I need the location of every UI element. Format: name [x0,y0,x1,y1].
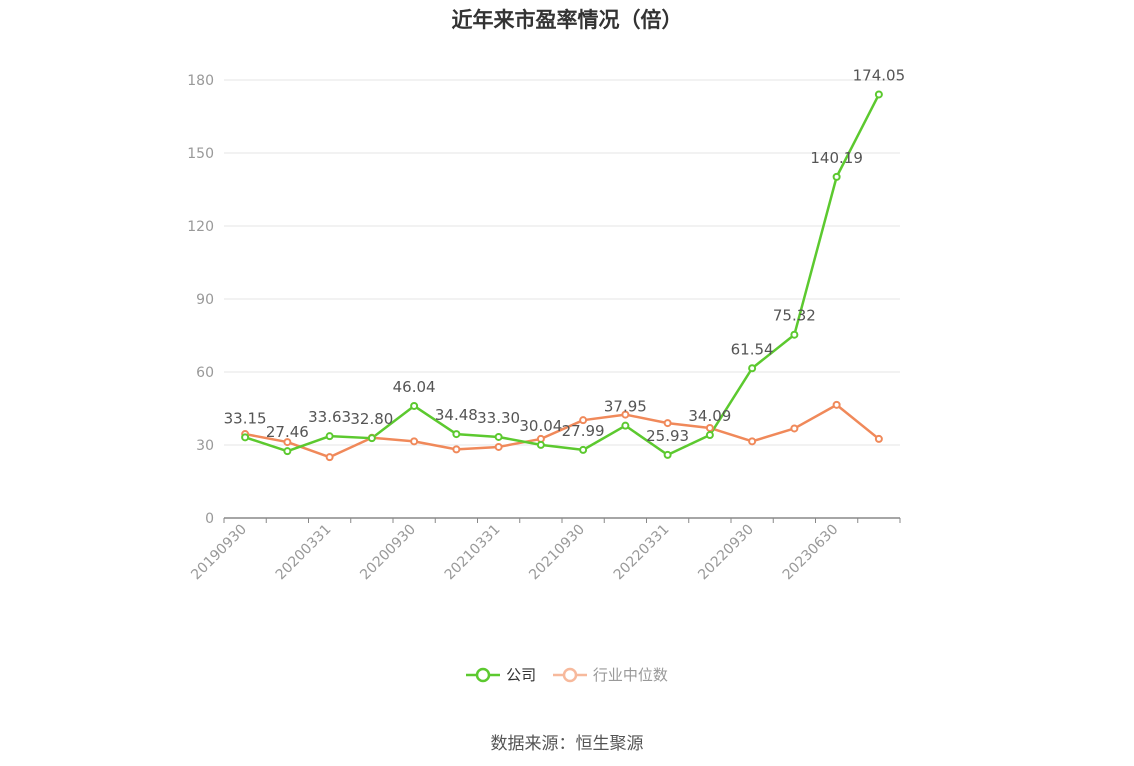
legend-item-industry-median[interactable]: 行业中位数 [552,664,668,685]
company-data-label: 27.99 [562,422,605,440]
chart-title: 近年来市盈率情况（倍） [451,8,683,32]
y-tick-label: 60 [196,365,214,381]
company-series-line [244,93,880,457]
x-tick-label: 20210331 [442,522,504,584]
company-data-point [283,447,292,456]
x-tick-label: 20200331 [273,522,335,584]
company-data-point [241,433,250,442]
y-tick-label: 90 [196,292,214,308]
company-data-point [410,401,419,410]
industry-median-data-point [663,419,672,428]
industry-median-data-point [621,410,630,419]
company-data-point [748,364,757,373]
industry-median-data-point [874,434,883,443]
company-data-label: 46.04 [393,378,436,396]
company-data-point [790,330,799,339]
company-data-label: 33.30 [477,409,520,427]
company-data-label: 140.19 [810,149,863,167]
company-data-point [874,90,883,99]
company-data-label: 30.04 [519,417,562,435]
y-tick-label: 150 [187,146,214,162]
company-data-label: 34.48 [435,406,478,424]
x-tick-label: 20200930 [357,522,419,584]
series-points [241,90,883,462]
company-data-label: 37.95 [604,398,647,416]
company-data-point [325,432,334,441]
company-data-point [367,434,376,443]
legend-industry-marker-icon [552,667,587,682]
legend-company-marker-icon [466,667,501,682]
industry-median-data-point [579,416,588,425]
x-tick-label: 20210930 [526,522,588,584]
company-data-point [579,445,588,454]
company-data-label: 32.80 [350,410,393,428]
x-tick-label: 20220930 [695,522,757,584]
x-tick-label: 20220331 [611,522,673,584]
company-data-label: 27.46 [266,423,309,441]
y-tick-label: 180 [187,73,214,89]
x-tick-label: 20190930 [188,522,250,584]
company-data-label: 75.32 [773,307,816,325]
industry-median-data-point [325,453,334,462]
company-data-label: 33.15 [224,409,267,427]
industry-median-data-point [705,423,714,432]
series-lines [244,93,880,459]
industry-median-data-point [832,400,841,409]
y-tick-label: 0 [205,511,214,527]
company-data-label: 61.54 [731,340,774,358]
company-data-point [452,430,461,439]
x-tick-label: 20230630 [780,522,842,584]
company-data-point [663,450,672,459]
legend: 公司 行业中位数 [0,664,1134,687]
industry-median-data-point [283,438,292,447]
legend-company-label: 公司 [506,666,537,684]
axes: 0 30 60 90 120 150 180 20190930 20200331 20200930… [187,73,901,584]
company-data-label: 34.09 [688,407,731,425]
industry-median-data-point [452,445,461,454]
company-data-point [494,432,503,441]
industry-median-data-point [790,424,799,433]
y-tick-label: 30 [196,438,214,454]
company-data-label: 33.63 [308,408,351,426]
legend-industry-label: 行业中位数 [592,666,668,684]
company-data-point [536,440,545,449]
company-data-label: 174.05 [853,66,906,84]
grid-lines [224,79,900,446]
industry-median-data-point [748,437,757,446]
pe-ratio-line-chart: 0 30 60 90 120 150 180 20190930 20200331 20200930… [187,66,905,584]
legend-item-company[interactable]: 公司 [466,664,536,685]
company-data-point [832,172,841,181]
company-data-point [705,431,714,440]
industry-median-data-point [494,442,503,451]
company-data-point [621,421,630,430]
industry-median-data-point [410,437,419,446]
y-tick-label: 120 [187,219,214,235]
company-data-label: 25.93 [646,427,689,445]
industry-median-series-line [244,403,880,459]
data-source-note: 数据来源：恒生聚源 [490,734,644,754]
